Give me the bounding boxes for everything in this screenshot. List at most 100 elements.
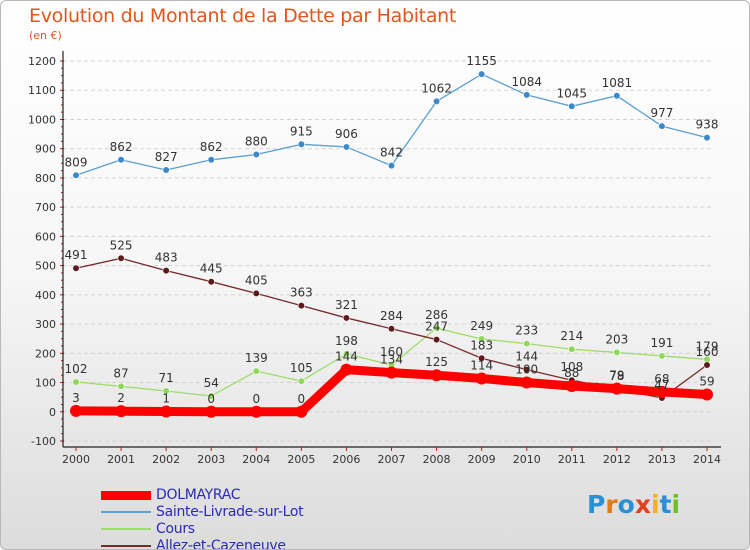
legend-swatch (101, 528, 151, 530)
data-point (432, 335, 441, 344)
data-label: 214 (560, 329, 583, 343)
data-label: 114 (470, 358, 493, 372)
data-point (205, 405, 218, 418)
data-point (655, 385, 668, 398)
data-label: 100 (515, 363, 538, 377)
y-tick-label: 1000 (28, 113, 56, 126)
data-label: 134 (380, 353, 403, 367)
y-tick-label: 1100 (28, 84, 56, 97)
data-label: 105 (290, 361, 313, 375)
data-label: 445 (200, 262, 223, 276)
data-point (117, 254, 125, 262)
data-label: 79 (609, 369, 624, 383)
data-point (387, 162, 396, 170)
data-label: 862 (110, 140, 133, 154)
data-label: 108 (560, 360, 583, 374)
data-label: 862 (200, 140, 223, 154)
x-tick-label: 2007 (378, 453, 406, 466)
data-point (252, 289, 260, 297)
data-point (117, 156, 125, 164)
data-point (565, 380, 578, 393)
data-point (703, 361, 711, 369)
legend-label: DOLMAYRAC (156, 487, 241, 503)
x-tick-label: 2001 (107, 453, 135, 466)
x-tick-label: 2000 (62, 453, 90, 466)
data-label: 0 (207, 392, 215, 406)
x-tick-label: 2014 (693, 453, 721, 466)
data-point (523, 91, 531, 99)
data-point (72, 378, 80, 386)
data-point (342, 314, 351, 322)
data-point (430, 369, 443, 382)
data-point (342, 350, 351, 358)
data-label: 286 (425, 308, 448, 322)
logo-letter: t (659, 490, 672, 519)
logo-letter: r (605, 490, 618, 519)
data-label: 483 (155, 251, 178, 265)
y-tick-label: 0 (49, 406, 56, 419)
logo-letter: o (617, 490, 635, 519)
chart-title: Evolution du Montant de la Dette par Hab… (29, 5, 457, 27)
data-point (297, 377, 305, 385)
data-label: 139 (245, 351, 268, 365)
data-label: 68 (654, 372, 669, 386)
legend-swatch (101, 545, 151, 547)
data-label: 47 (654, 378, 669, 392)
data-label: 125 (425, 355, 448, 369)
data-point (432, 97, 441, 105)
data-point (340, 363, 353, 376)
y-tick-label: 200 (35, 347, 56, 360)
legend-label: Sainte-Livrade-sur-Lot (156, 504, 304, 520)
data-label: 144 (515, 350, 538, 364)
data-point (72, 264, 80, 272)
data-label: 160 (696, 345, 719, 359)
series-lines (70, 70, 713, 418)
data-label: 198 (335, 334, 358, 348)
data-point (297, 140, 305, 148)
data-label: 2 (117, 391, 125, 405)
data-label: 183 (470, 338, 493, 352)
data-point (610, 382, 623, 395)
y-tick-label: 600 (35, 230, 56, 243)
data-label: 827 (155, 150, 178, 164)
data-label: 880 (245, 135, 268, 149)
data-point (160, 405, 173, 418)
data-label: 179 (696, 339, 719, 353)
data-label: 809 (65, 155, 88, 169)
legend-swatch (101, 490, 151, 500)
y-tick-label: 700 (35, 201, 56, 214)
data-point (297, 302, 305, 310)
x-tick-label: 2008 (423, 453, 451, 466)
data-point (658, 352, 666, 360)
y-tick-label: 800 (35, 172, 56, 185)
y-tick-label: 1200 (28, 55, 56, 68)
data-label: 102 (65, 362, 88, 376)
x-tick-label: 2011 (558, 453, 586, 466)
data-point (568, 345, 576, 353)
data-label: 1084 (511, 75, 542, 89)
data-label: 1 (162, 391, 170, 405)
data-point (72, 171, 80, 179)
data-label: 321 (335, 298, 358, 312)
y-tick-label: 500 (35, 260, 56, 273)
data-point (385, 366, 398, 379)
data-label: 203 (605, 332, 628, 346)
data-label: 284 (380, 309, 403, 323)
axes: -100010020030040050060070080090010001100… (28, 51, 721, 466)
y-tick-label: 900 (35, 143, 56, 156)
data-point (701, 388, 713, 401)
data-label: 842 (380, 146, 403, 160)
data-label: 160 (380, 345, 403, 359)
data-point (658, 122, 666, 130)
data-label: 1155 (466, 54, 497, 68)
data-point (70, 404, 82, 417)
chart-subtitle: (en €) (29, 29, 62, 42)
data-point (475, 372, 488, 385)
x-tick-label: 2003 (197, 453, 225, 466)
data-label: 405 (245, 273, 268, 287)
data-point (478, 335, 486, 343)
data-label: 938 (696, 118, 719, 132)
data-point (703, 133, 711, 142)
x-tick-label: 2005 (287, 453, 315, 466)
